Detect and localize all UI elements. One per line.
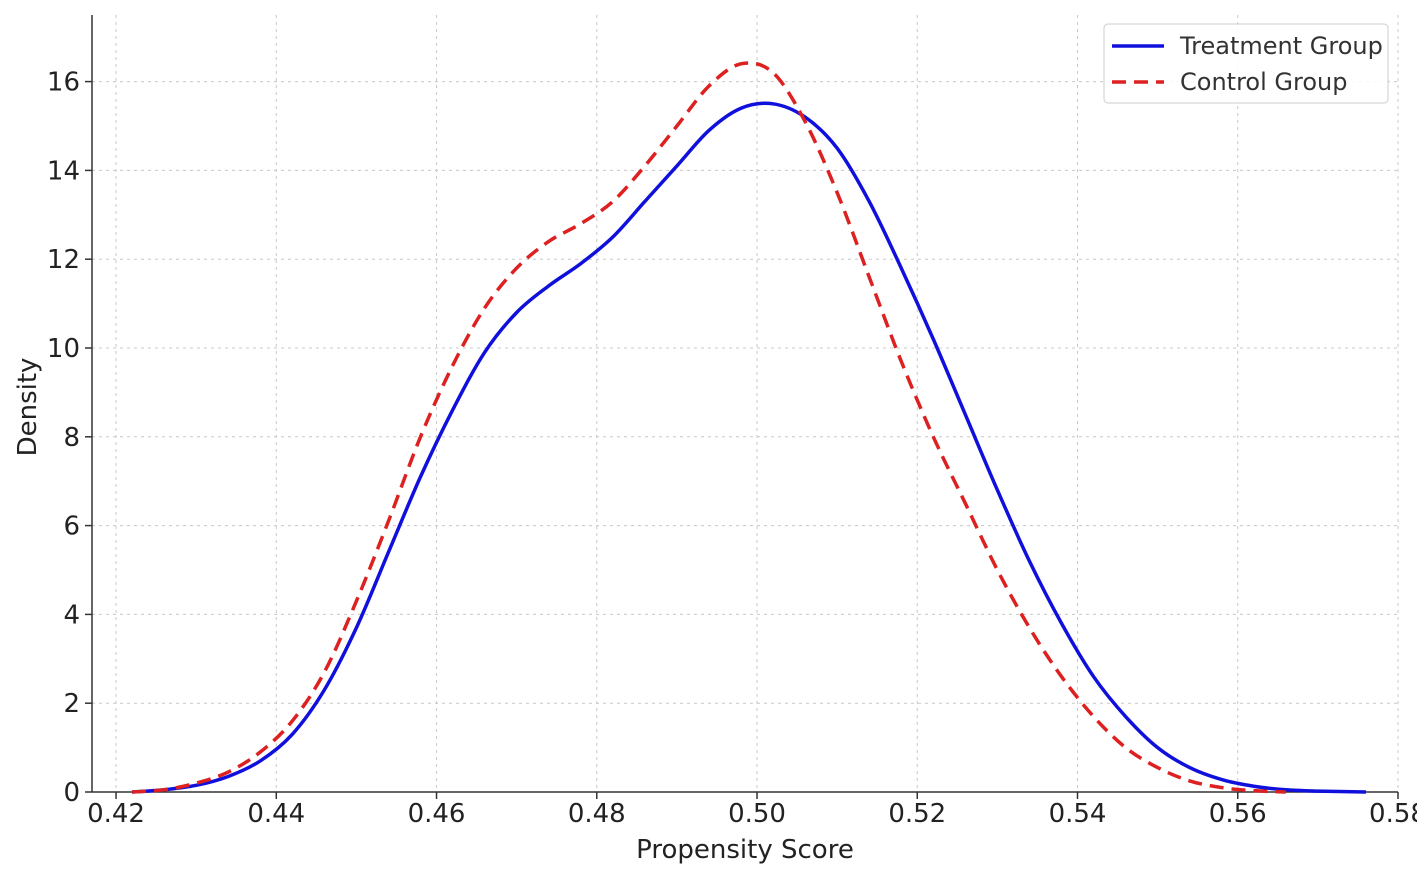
y-tick-label: 14 (47, 156, 80, 186)
grid (92, 15, 1399, 793)
y-tick-label: 4 (63, 600, 80, 630)
x-axis-label: Propensity Score (636, 835, 854, 865)
treatment-group-legend-label: Treatment Group (1179, 32, 1383, 60)
y-tick-label: 16 (47, 68, 80, 98)
x-tick-label: 0.42 (87, 799, 145, 829)
legend-box (1103, 23, 1389, 104)
control-group-line (131, 61, 1286, 794)
series-group (131, 61, 1366, 794)
y-tick-label: 10 (47, 334, 80, 364)
y-tick-label: 6 (63, 512, 80, 542)
x-tick-label: 0.56 (1209, 799, 1267, 829)
x-tick-label: 0.52 (888, 799, 946, 829)
y-tick-label: 12 (47, 245, 80, 275)
y-tick-label: 0 (63, 778, 80, 808)
x-tick-label: 0.46 (408, 799, 466, 829)
legend: Treatment Group Control Group (1103, 23, 1389, 104)
x-tick-label: 0.50 (728, 799, 786, 829)
y-axis-label: Density (13, 358, 43, 457)
y-tick-label: 8 (63, 423, 80, 453)
axes: 0.42 0.44 0.46 0.48 0.50 0.52 0.54 0.56 0.58 0 2 4 6… (47, 15, 1417, 829)
control-group-legend-label: Control Group (1180, 68, 1347, 96)
x-tick-label: 0.54 (1049, 799, 1107, 829)
x-tick-label: 0.44 (247, 799, 305, 829)
y-tick-label: 2 (63, 689, 80, 719)
x-tick-label: 0.48 (568, 799, 626, 829)
treatment-group-line (131, 101, 1366, 794)
x-tick-label: 0.58 (1369, 799, 1417, 829)
